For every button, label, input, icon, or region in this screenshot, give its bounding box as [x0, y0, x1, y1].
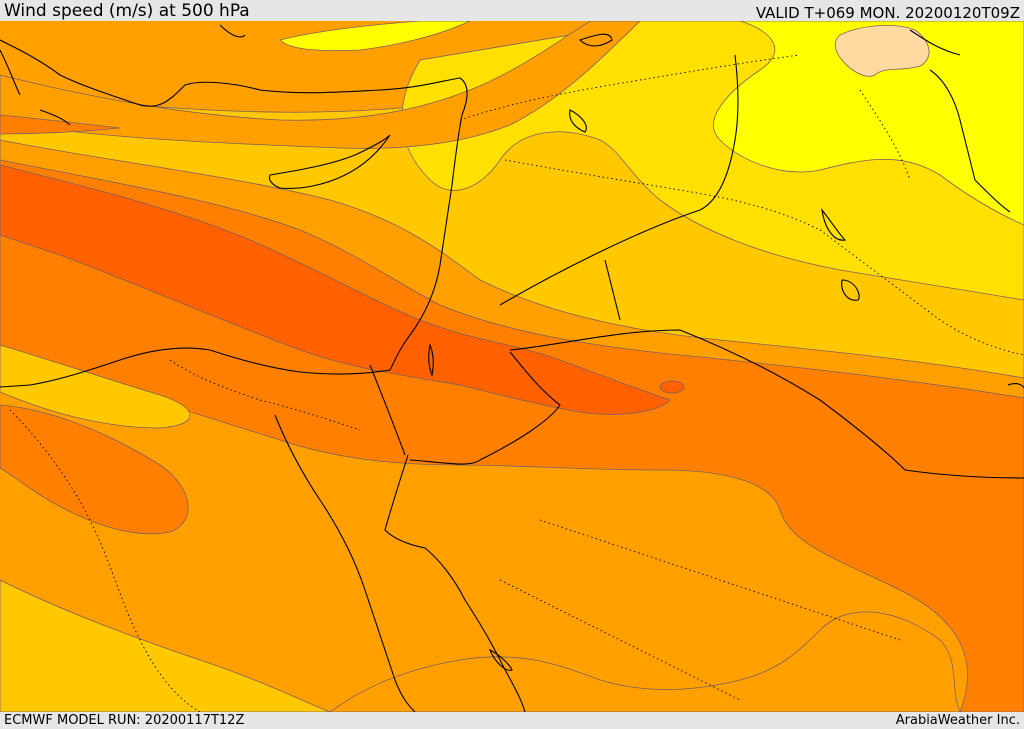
field-band-3-west [0, 344, 191, 429]
model-run: ECMWF MODEL RUN: 20200117T12Z [4, 713, 245, 728]
header-bar: Wind speed (m/s) at 500 hPa VALID T+069 … [0, 0, 1024, 21]
country-borders [9, 54, 1024, 712]
wind-speed-map[interactable] [0, 21, 1024, 712]
valid-time: VALID T+069 MON. 20200120T09Z [755, 4, 1020, 22]
field-band-6-core [0, 164, 671, 415]
field-band-1-top [279, 21, 471, 52]
field-band-5-sw [0, 404, 189, 535]
field-band-1 [713, 21, 1024, 226]
field-band-peak [834, 25, 930, 77]
footer-bar: ECMWF MODEL RUN: 20200117T12Z ArabiaWeat… [0, 712, 1024, 729]
coastlines [0, 24, 1024, 712]
field-band-4-south [329, 611, 961, 712]
field-band-6-spot [659, 380, 685, 394]
field-band-3-sw [0, 579, 331, 712]
credit-text: ArabiaWeather Inc. [895, 713, 1020, 728]
field-band-5-north [0, 114, 121, 135]
map-title: Wind speed (m/s) at 500 hPa [4, 1, 250, 21]
field-band-4-north [0, 21, 641, 149]
